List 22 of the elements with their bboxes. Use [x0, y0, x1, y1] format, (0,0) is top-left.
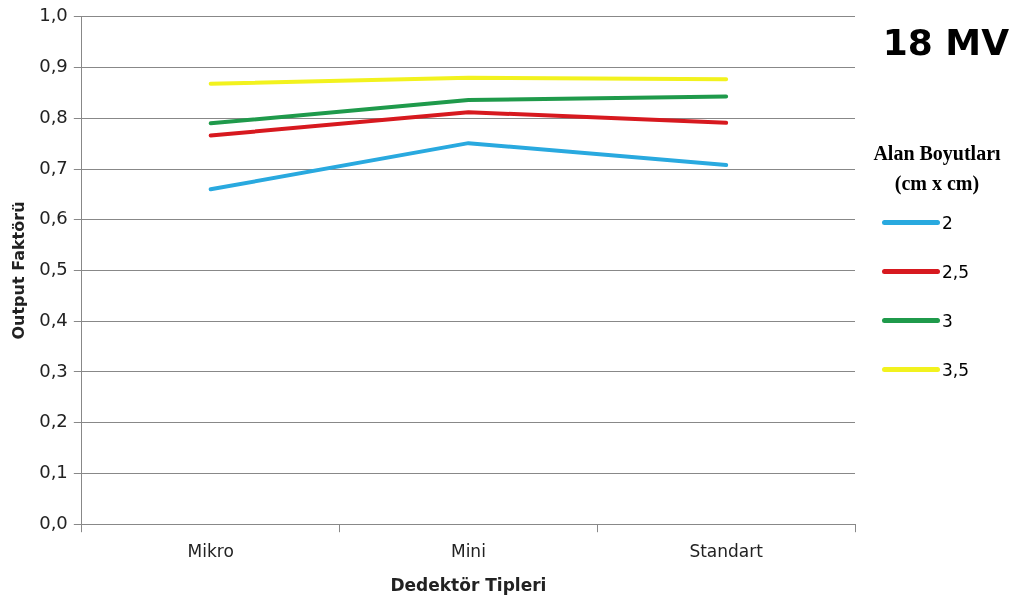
x-tick-label: Mikro	[187, 540, 234, 561]
x-axis-title: Dedektör Tipleri	[390, 575, 547, 596]
legend-label: 3,5	[942, 359, 970, 380]
y-tick-label: 0,3	[39, 359, 68, 381]
x-tick-label: Standart	[689, 540, 764, 561]
legend-label: 2	[942, 212, 953, 233]
legend-label: 2,5	[942, 261, 970, 282]
y-axis-title: Output Faktörü	[8, 201, 28, 340]
y-tick-label: 0,1	[39, 461, 68, 483]
y-tick-label: 1,0	[39, 4, 68, 26]
text: 18 MV	[882, 22, 1009, 63]
y-tick-label: 0,6	[39, 207, 68, 229]
y-tick-label: 0,7	[39, 156, 68, 178]
y-tick-label: 0,0	[39, 511, 68, 533]
legend-title: Alan Boyutları (cm x cm)	[872, 141, 1002, 197]
legend-label: 3	[942, 310, 953, 331]
x-tick-label: Mini	[450, 540, 486, 561]
y-tick-label: 0,2	[39, 410, 68, 432]
y-tick-label: 0,8	[39, 105, 68, 127]
y-tick-label: 0,4	[39, 308, 68, 330]
y-tick-label: 0,5	[39, 258, 68, 280]
y-tick-label: 0,9	[39, 55, 68, 77]
